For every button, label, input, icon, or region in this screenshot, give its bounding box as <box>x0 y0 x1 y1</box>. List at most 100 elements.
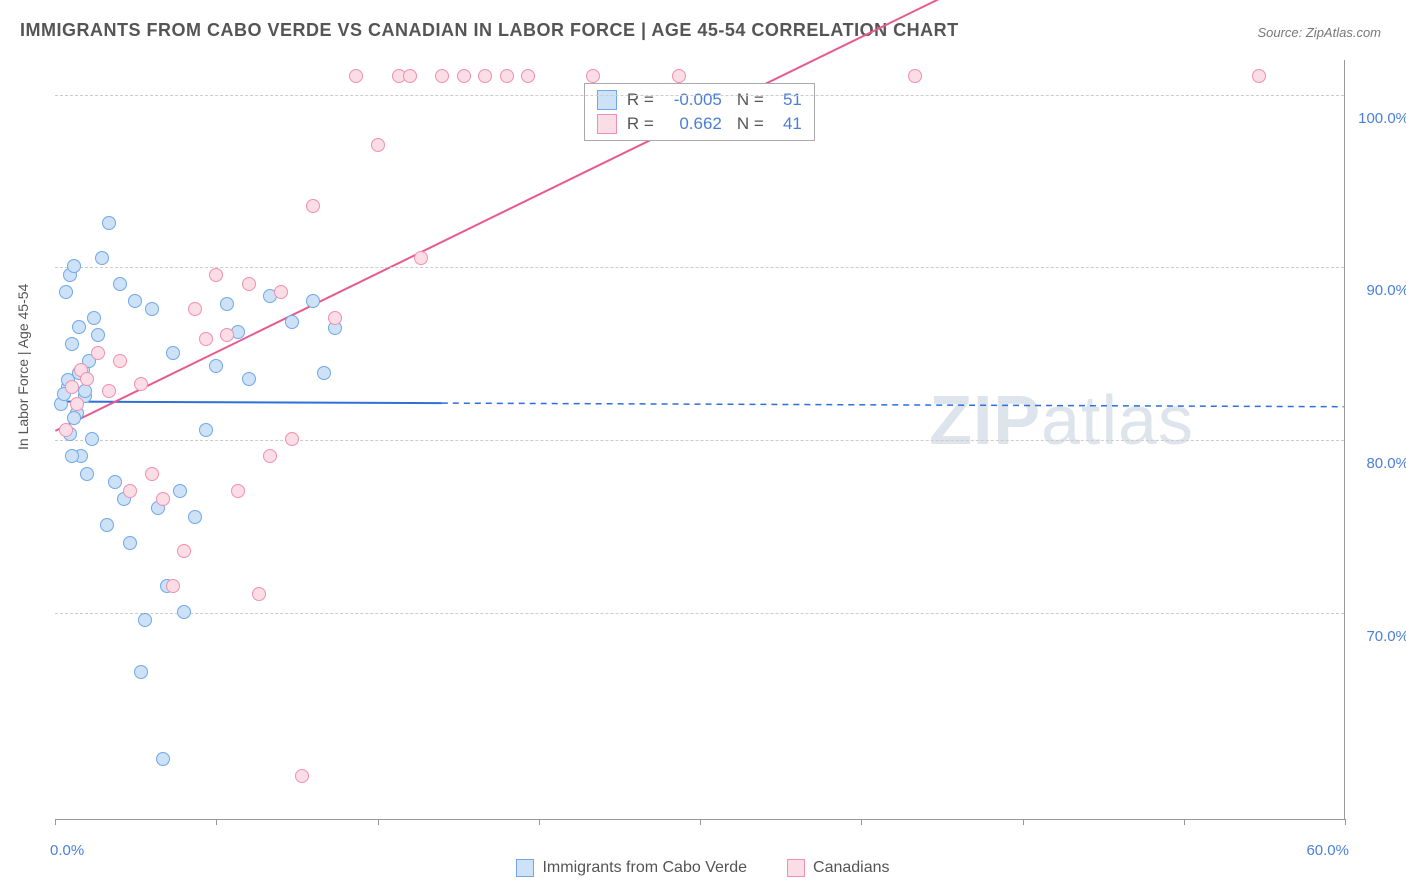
data-point <box>123 484 137 498</box>
data-point <box>177 605 191 619</box>
data-point <box>145 302 159 316</box>
data-point <box>478 69 492 83</box>
data-point <box>908 69 922 83</box>
data-point <box>108 475 122 489</box>
legend-swatch-icon <box>787 859 805 877</box>
data-point <box>145 467 159 481</box>
trendline-dashed <box>442 403 1344 407</box>
legend-item-s1: Immigrants from Cabo Verde <box>516 859 747 877</box>
data-point <box>166 579 180 593</box>
data-point <box>435 69 449 83</box>
data-point <box>252 587 266 601</box>
data-point <box>220 297 234 311</box>
data-point <box>80 467 94 481</box>
data-point <box>500 69 514 83</box>
x-tick <box>1184 819 1185 825</box>
x-tick <box>700 819 701 825</box>
data-point <box>156 492 170 506</box>
data-point <box>295 769 309 783</box>
data-point <box>102 216 116 230</box>
n-label: N = <box>737 114 767 134</box>
x-tick <box>1345 819 1346 825</box>
data-point <box>199 332 213 346</box>
y-tick-label: 100.0% <box>1358 110 1406 127</box>
data-point <box>1252 69 1266 83</box>
y-tick-label: 80.0% <box>1366 455 1406 472</box>
n-value-s1: 51 <box>777 90 802 110</box>
x-tick-label-end: 60.0% <box>1306 842 1349 859</box>
data-point <box>188 510 202 524</box>
x-tick <box>1023 819 1024 825</box>
data-point <box>371 138 385 152</box>
data-point <box>177 544 191 558</box>
x-tick <box>378 819 379 825</box>
legend-label-s2: Canadians <box>813 859 890 877</box>
data-point <box>242 372 256 386</box>
y-tick-label: 90.0% <box>1366 282 1406 299</box>
data-point <box>242 277 256 291</box>
data-point <box>173 484 187 498</box>
data-point <box>72 320 86 334</box>
n-label: N = <box>737 90 767 110</box>
legend-swatch-s2 <box>597 114 617 134</box>
gridline <box>55 95 1344 96</box>
data-point <box>306 199 320 213</box>
gridline <box>55 440 1344 441</box>
data-point <box>457 69 471 83</box>
data-point <box>209 268 223 282</box>
data-point <box>166 346 180 360</box>
series-legend: Immigrants from Cabo Verde Canadians <box>0 859 1406 877</box>
source-label: Source: ZipAtlas.com <box>1257 25 1381 40</box>
data-point <box>65 337 79 351</box>
data-point <box>156 752 170 766</box>
data-point <box>80 372 94 386</box>
data-point <box>403 69 417 83</box>
y-tick-label: 70.0% <box>1366 628 1406 645</box>
x-tick <box>216 819 217 825</box>
gridline <box>55 613 1344 614</box>
data-point <box>231 484 245 498</box>
data-point <box>102 384 116 398</box>
data-point <box>220 328 234 342</box>
data-point <box>199 423 213 437</box>
data-point <box>95 251 109 265</box>
legend-label-s1: Immigrants from Cabo Verde <box>542 859 747 877</box>
legend-swatch-s1 <box>597 90 617 110</box>
data-point <box>414 251 428 265</box>
data-point <box>70 397 84 411</box>
data-point <box>274 285 288 299</box>
r-value-s1: -0.005 <box>667 90 722 110</box>
data-point <box>113 354 127 368</box>
x-tick <box>539 819 540 825</box>
data-point <box>65 449 79 463</box>
data-point <box>317 366 331 380</box>
data-point <box>59 423 73 437</box>
data-point <box>138 613 152 627</box>
legend-row-s2: R = 0.662 N = 41 <box>585 112 814 136</box>
data-point <box>285 432 299 446</box>
data-point <box>59 285 73 299</box>
data-point <box>85 432 99 446</box>
data-point <box>134 665 148 679</box>
data-point <box>134 377 148 391</box>
n-value-s2: 41 <box>777 114 802 134</box>
data-point <box>123 536 137 550</box>
legend-swatch-icon <box>516 859 534 877</box>
data-point <box>188 302 202 316</box>
data-point <box>113 277 127 291</box>
data-point <box>67 259 81 273</box>
plot-area: ZIPatlas R = -0.005 N = 51 R = 0.662 N =… <box>55 60 1345 820</box>
data-point <box>263 449 277 463</box>
data-point <box>349 69 363 83</box>
legend-item-s2: Canadians <box>787 859 890 877</box>
data-point <box>78 384 92 398</box>
data-point <box>328 311 342 325</box>
data-point <box>521 69 535 83</box>
data-point <box>100 518 114 532</box>
data-point <box>209 359 223 373</box>
y-axis-label: In Labor Force | Age 45-54 <box>15 284 31 450</box>
data-point <box>87 311 101 325</box>
r-label: R = <box>627 114 657 134</box>
legend-row-s1: R = -0.005 N = 51 <box>585 88 814 112</box>
data-point <box>672 69 686 83</box>
